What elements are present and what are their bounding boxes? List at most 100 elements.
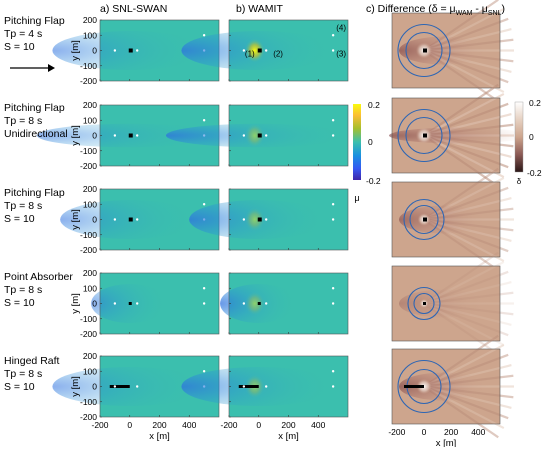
x-tick-label: 200 [444,427,458,437]
y-tick-label: -100 [80,230,97,240]
wamit-panel-row-3 [189,188,349,251]
mu-colorbar-min: -0.2 [366,176,381,186]
y-tick-label: 0 [92,131,97,141]
device [257,217,262,222]
y-tick-label: 200 [83,100,97,110]
wamit-panel-row-5 [181,355,349,418]
inner-circle [413,292,435,315]
point-3 [331,302,335,305]
diff-streak [423,83,499,137]
y-axis-label: y [m] [70,293,81,314]
diff-wake [399,289,489,318]
delta-colorbar-max: 0.2 [529,98,541,108]
y-tick-label: -100 [80,61,97,71]
mu-colorbar [353,104,361,180]
diff-wake [389,127,529,144]
outer-circle [407,286,441,321]
difference-panel-row-5 [391,334,514,439]
device [128,217,133,222]
delta-colorbar-label: δ [517,177,522,186]
x-tick-label: 0 [256,420,261,430]
delta-colorbar [514,101,524,173]
point-2 [135,134,139,137]
point-2 [264,302,268,305]
point-3 [331,134,335,137]
point-4 [202,287,206,290]
x-axis-label: x [m] [278,431,299,442]
point-1 [113,218,117,221]
point-label-1: (1) [245,50,255,59]
mu-colorbar-mid: 0 [368,137,373,147]
outer-circle [397,23,451,78]
y-tick-label: 200 [83,351,97,361]
point-label-2: (2) [273,50,283,59]
point-label-4: (4) [336,24,346,33]
point-4 [331,287,335,290]
device [238,385,259,388]
point-2 [135,385,139,388]
x-tick-label: 200 [281,420,295,430]
device [423,48,427,53]
device [257,302,261,305]
point-4 [331,119,335,122]
panel-frame [391,348,501,425]
point-3 [331,218,335,221]
inner-circle [409,204,439,235]
point-2 [264,134,268,137]
snl-swan-panel-row-4 [91,272,220,335]
point-2 [264,218,268,221]
snl-swan-panel-row-5 [52,355,220,418]
x-axis-label: x [m] [149,431,170,442]
x-axis-label: x [m] [436,438,457,447]
inner-circle [405,31,443,70]
device [128,302,132,305]
wamit-panel-row-4 [220,272,349,335]
y-tick-label: -200 [80,329,97,339]
panel-frame [99,272,220,335]
panel-frame [228,188,349,251]
device [404,385,424,388]
panel-frame [391,97,501,174]
y-tick-label: 200 [83,15,97,25]
point-1 [242,134,246,137]
point-1 [113,302,117,305]
y-tick-label: 100 [83,30,97,40]
point-2 [135,49,139,52]
point-3 [202,302,206,305]
column-title-wamit: b) WAMIT [236,3,283,15]
y-tick-label: 0 [92,215,97,225]
y-tick-label: -100 [80,314,97,324]
y-tick-label: 100 [83,366,97,376]
reflection-glow [244,38,265,63]
point-3 [331,49,335,52]
reflection-glow [244,207,265,232]
panel-frame [228,355,349,418]
delta-colorbar-min: -0.2 [527,168,542,178]
difference-panel-row-4 [391,251,514,356]
point-1 [242,302,246,305]
wamit-panel-row-1 [181,19,349,82]
column-title-snl-swan: a) SNL-SWAN [100,3,168,15]
point-1 [242,385,246,388]
x-tick-label: 400 [182,420,196,430]
device [257,48,262,53]
point-2 [135,218,139,221]
mu-colorbar-label: μ [354,193,359,203]
x-tick-label: -200 [388,427,405,437]
y-tick-label: 0 [92,46,97,56]
x-tick-label: 0 [127,420,132,430]
x-tick-label: 400 [311,420,325,430]
wamit-panel-row-2 [165,104,352,167]
point-label-3: (3) [336,50,346,59]
y-tick-label: -200 [80,161,97,171]
outer-circle [397,108,451,163]
difference-panel-row-1 [391,0,514,103]
x-tick-label: 400 [471,427,485,437]
mu-colorbar-max: 0.2 [368,100,380,110]
device [423,217,427,222]
inner-circle [405,116,443,155]
